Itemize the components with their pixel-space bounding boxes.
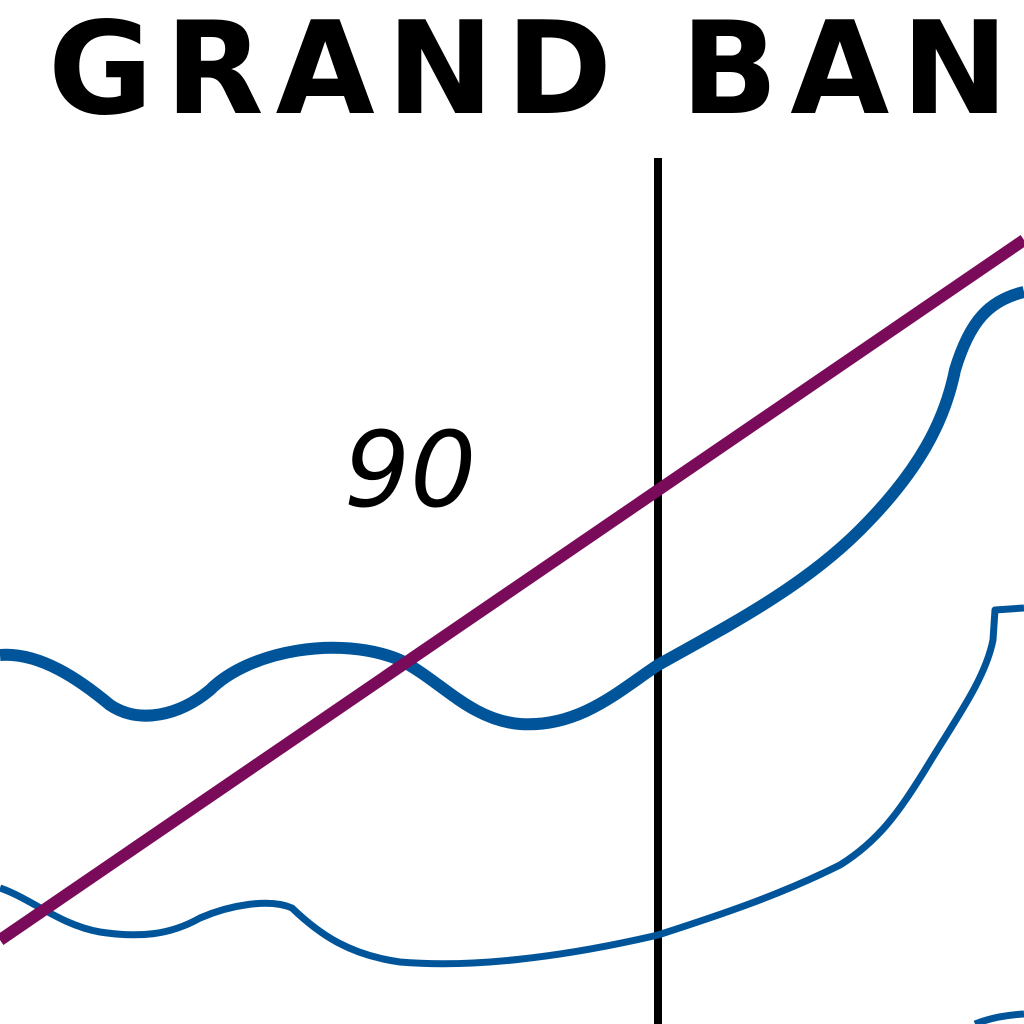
boundary-line [0, 235, 1024, 945]
depth-contour-fragment [973, 1010, 1024, 1024]
depth-sounding-label: 90 [344, 409, 477, 531]
depth-contour-lower [0, 604, 1024, 968]
depth-contour-upper [0, 286, 1024, 731]
region-label: GRAND BANC [48, 0, 1024, 144]
